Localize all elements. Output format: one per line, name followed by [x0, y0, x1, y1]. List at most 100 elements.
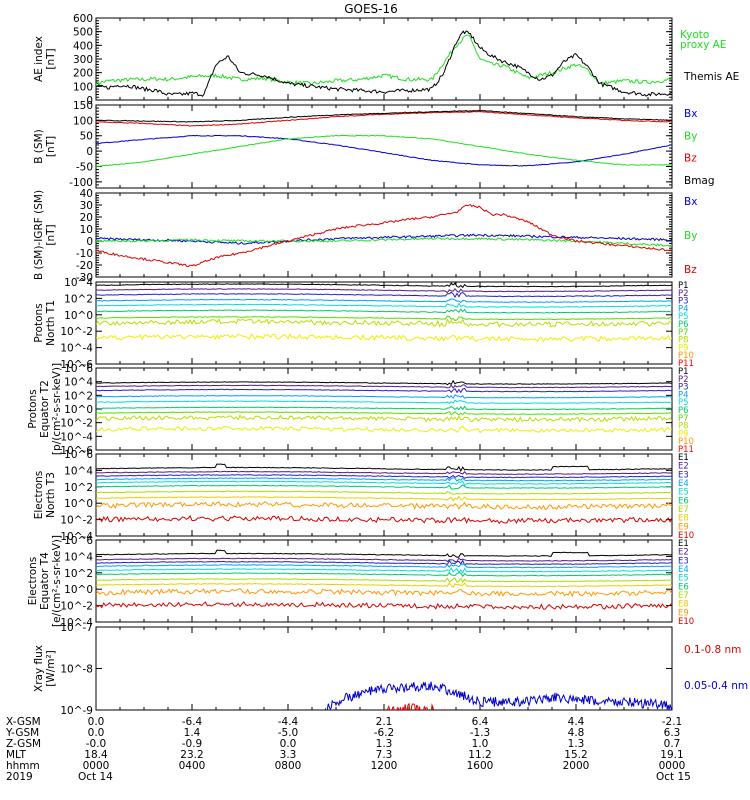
y-tick-label: 10^6: [64, 449, 93, 461]
series-line-bmag: [96, 109, 672, 123]
panel-data: [96, 282, 672, 343]
channel-line-2: [96, 557, 672, 563]
channel-line-4: [96, 563, 672, 569]
x-table-value: -0.9: [182, 738, 203, 750]
x-table-value: Oct 15: [656, 771, 691, 783]
legend-entry: Themis AE: [683, 71, 739, 83]
channel-line-2: [96, 288, 672, 294]
y-tick-label: 10^2: [64, 293, 93, 305]
panel-data: [96, 463, 672, 525]
legend-entry: 0.1-0.8 nm: [684, 644, 741, 656]
y-tick-label: 10^2: [64, 482, 93, 494]
y-axis-label: [nT]: [45, 136, 57, 157]
series-line-themis-ae: [96, 30, 672, 97]
y-tick-label: 10^4: [64, 465, 93, 477]
legend-entry: P8: [678, 422, 689, 432]
x-table-value: 3.3: [280, 749, 297, 761]
x-table-value: 0400: [179, 760, 206, 772]
y-axis-label: Electrons: [33, 471, 45, 520]
channel-line-7: [96, 490, 672, 495]
legend-entry: E8: [678, 514, 689, 524]
x-table-value: 19.1: [660, 749, 683, 761]
y-tick-label: 100: [73, 81, 93, 93]
y-tick-label: 10^2: [64, 568, 93, 580]
legend-entry: Bx: [684, 196, 697, 208]
legend-entry: E2: [678, 548, 689, 558]
x-table-value: 1.3: [568, 738, 585, 750]
y-tick-label: 10^-4: [60, 617, 93, 629]
legend-entry: E7: [678, 591, 689, 601]
panel-data: [96, 109, 672, 167]
legend-entry: Bz: [684, 153, 697, 165]
y-axis-label: Protons: [27, 389, 39, 428]
legend-entry: E5: [678, 574, 689, 584]
legend: Bx By Bz Bmag: [684, 108, 715, 187]
y-tick-label: 10^0: [64, 584, 93, 596]
legend-entry: E1: [678, 453, 689, 463]
x-table-value: 6.4: [472, 716, 489, 728]
y-tick-label: 30: [80, 200, 93, 212]
legend-entry: E9: [678, 608, 689, 618]
channel-line-3: [96, 291, 672, 299]
legend-entry: E4: [678, 565, 689, 575]
y-tick-label: 10^0: [64, 498, 93, 510]
y-tick-label: -20: [76, 260, 93, 272]
y-tick-label: 100: [73, 115, 93, 127]
channel-line-6: [96, 571, 672, 578]
legend-entry: P10: [678, 437, 694, 447]
x-table-value: 0.0: [88, 716, 105, 728]
legend-entry: P9: [678, 343, 689, 353]
legend-entry: P6: [678, 320, 689, 330]
channel-line-9: [96, 425, 672, 434]
channel-line-2: [96, 470, 672, 475]
x-table-row-label: Z-GSM: [6, 738, 41, 750]
panel-data: [96, 30, 672, 97]
y-tick-label: 10^-2: [60, 515, 93, 527]
x-table-value: 15.2: [564, 749, 587, 761]
channel-line-4: [96, 477, 672, 482]
legend-entry: P7: [678, 414, 689, 424]
y-tick-label: 10^6: [64, 363, 93, 375]
legend-entry: proxy AE: [680, 39, 726, 51]
x-table-value: 0.0: [280, 738, 297, 750]
plot-title: GOES-16: [344, 2, 398, 16]
x-table-value: 1600: [467, 760, 494, 772]
channel-line-1: [96, 463, 672, 473]
y-tick-label: 10^4: [64, 377, 93, 389]
channel-line-3: [96, 559, 672, 566]
series-line-0-05-0-4-nm: [324, 681, 672, 710]
legend-entry: P10: [678, 351, 694, 361]
legend: Bx By Bz: [684, 196, 697, 276]
channel-line-9: [96, 587, 672, 598]
panel-4: 10^4 10^2 10^0 10^-2 10^-4 10^-6 Protons North …: [33, 277, 694, 371]
x-table-value: 1.4: [184, 727, 201, 739]
y-axis-label: North T1: [45, 300, 57, 346]
legend-entry: E3: [678, 556, 689, 566]
x-table-value: -6.4: [182, 716, 203, 728]
x-table-value: 18.4: [84, 749, 108, 761]
y-tick-label: 10^-4: [60, 431, 93, 443]
y-tick-label: 200: [73, 68, 93, 80]
panel-data: [96, 549, 672, 610]
panel-data: [96, 379, 672, 434]
legend-entry: By: [684, 230, 697, 242]
y-tick-label: 10^-4: [60, 531, 93, 543]
x-table-value: 2.1: [376, 716, 393, 728]
channel-line-7: [96, 410, 672, 416]
legend-entry: P1: [678, 367, 689, 377]
y-tick-label: 20: [80, 212, 93, 224]
y-axis-label: Xray flux: [33, 645, 45, 692]
y-axis-label: [nT]: [45, 48, 57, 69]
x-table-value: 0000: [83, 760, 110, 772]
channel-line-10: [96, 601, 672, 610]
channel-line-8: [96, 495, 672, 502]
x-table-value: 6.3: [664, 727, 681, 739]
series-line-kyoto-proxy-ae: [96, 34, 672, 87]
series-line-by: [96, 134, 672, 167]
panel-data: [324, 681, 672, 710]
channel-line-8: [96, 582, 672, 589]
panel-7: 10^6 10^4 10^2 10^0 10^-2 10^-4 Electrons Equat…: [27, 535, 694, 629]
